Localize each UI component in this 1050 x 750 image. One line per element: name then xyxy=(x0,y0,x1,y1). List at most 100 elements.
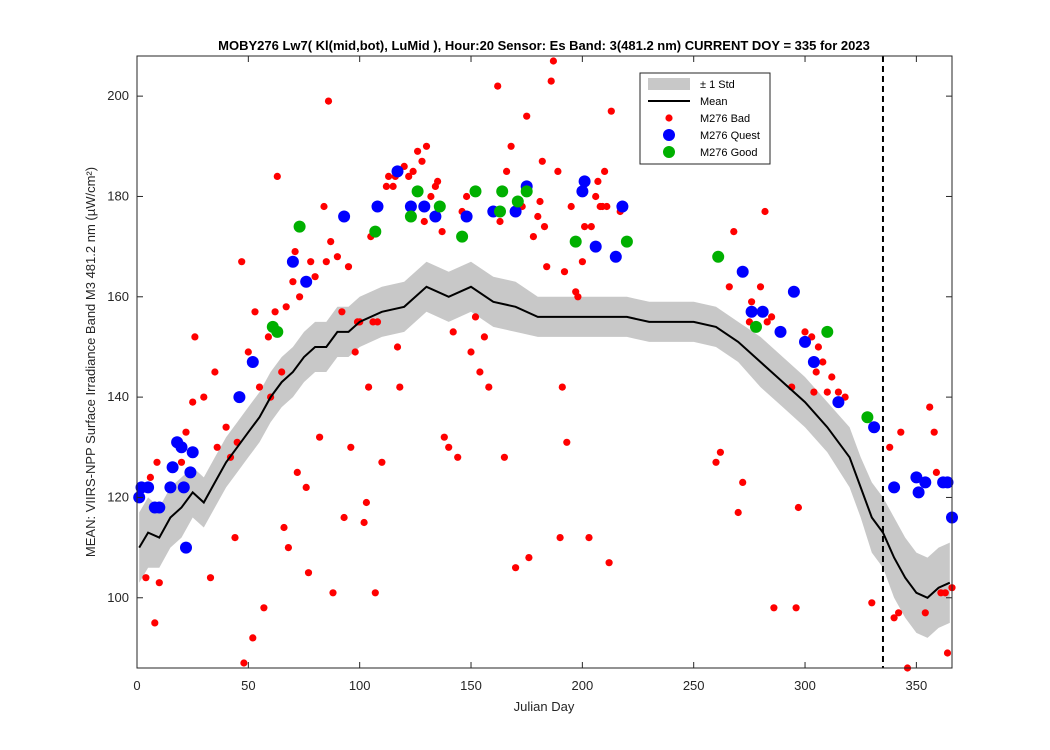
m276-quest-point xyxy=(910,471,923,484)
m276-bad-point xyxy=(770,604,778,612)
m276-bad-point xyxy=(549,57,558,65)
m276-quest-point xyxy=(756,305,769,318)
m276-bad-point xyxy=(496,217,504,226)
m276-quest-point xyxy=(164,481,177,494)
m276-bad-point xyxy=(503,167,511,175)
m276-bad-point xyxy=(249,634,257,642)
m276-bad-point xyxy=(222,423,230,431)
legend-label: ± 1 Std xyxy=(700,79,735,91)
m276-bad-point xyxy=(146,473,154,481)
y-axis-label: MEAN: VIIRS-NPP Surface Irradiance Band … xyxy=(83,167,98,557)
x-tick-label: 0 xyxy=(133,678,140,693)
y-tick-label: 100 xyxy=(107,590,129,605)
m276-bad-point xyxy=(316,433,324,441)
m276-bad-point xyxy=(563,438,571,446)
m276-quest-point xyxy=(578,175,591,188)
m276-bad-point xyxy=(476,368,484,376)
x-tick-label: 350 xyxy=(906,678,928,693)
m276-bad-point xyxy=(365,383,373,391)
m276-bad-point xyxy=(385,172,393,180)
y-tick-label: 160 xyxy=(107,289,129,304)
m276-bad-point xyxy=(716,448,725,456)
m276-quest-point xyxy=(404,200,417,213)
m276-good-point xyxy=(620,235,633,248)
m276-bad-point xyxy=(538,157,546,165)
m276-bad-point xyxy=(801,328,809,336)
m276-bad-point xyxy=(293,468,301,476)
m276-good-point xyxy=(750,320,762,333)
m276-bad-point xyxy=(445,443,453,451)
m276-bad-point xyxy=(567,202,575,211)
m276-bad-point xyxy=(389,182,397,190)
std-band xyxy=(139,261,950,638)
m276-bad-point xyxy=(200,393,208,401)
legend-swatch-1-std xyxy=(648,78,690,90)
m276-bad-point xyxy=(507,142,515,150)
m276-bad-point xyxy=(756,283,765,291)
m276-quest-point xyxy=(300,275,313,288)
m276-bad-point xyxy=(440,433,448,441)
m276-bad-point xyxy=(438,228,446,236)
m276-quest-point xyxy=(787,285,800,298)
m276-bad-point xyxy=(231,534,239,542)
x-tick-label: 250 xyxy=(683,678,705,693)
m276-good-point xyxy=(496,185,509,198)
m276-bad-point xyxy=(712,458,720,466)
m276-bad-point xyxy=(382,182,390,190)
m276-bad-point xyxy=(471,313,480,321)
m276-quest-point xyxy=(745,305,758,318)
m276-bad-point xyxy=(494,82,502,90)
m276-quest-point xyxy=(338,210,351,223)
m276-bad-point xyxy=(420,217,428,226)
m276-quest-point xyxy=(912,486,925,499)
m276-bad-point xyxy=(409,167,417,175)
m276-bad-point xyxy=(897,428,905,436)
m276-quest-point xyxy=(609,250,622,263)
m276-bad-point xyxy=(540,223,549,231)
m276-bad-point xyxy=(560,268,569,276)
m276-quest-point xyxy=(186,446,199,459)
m276-bad-point xyxy=(289,278,297,286)
x-axis-label: Julian Day xyxy=(514,699,575,714)
m276-bad-point xyxy=(449,328,457,336)
m276-bad-point xyxy=(371,589,379,597)
m276-bad-point xyxy=(890,614,898,622)
m276-bad-point xyxy=(344,263,353,271)
m276-bad-point xyxy=(547,77,555,85)
m276-bad-point xyxy=(378,458,386,466)
legend-label: M276 Bad xyxy=(700,113,750,125)
m276-bad-point xyxy=(189,398,197,406)
m276-bad-point xyxy=(794,503,803,512)
m276-quest-point xyxy=(166,461,179,474)
m276-bad-point xyxy=(151,619,159,627)
m276-good-point xyxy=(861,411,874,424)
m276-bad-point xyxy=(814,343,823,351)
m276-quest-point xyxy=(616,200,629,213)
m276-bad-point xyxy=(260,604,268,612)
m276-bad-point xyxy=(594,177,602,185)
m276-bad-point xyxy=(414,147,422,155)
m276-bad-point xyxy=(823,388,831,396)
m276-bad-point xyxy=(327,238,335,246)
m276-bad-point xyxy=(529,233,538,241)
y-tick-label: 200 xyxy=(107,88,129,103)
m276-bad-point xyxy=(333,253,341,261)
m276-bad-point xyxy=(585,534,593,542)
m276-bad-point xyxy=(393,343,402,351)
m276-quest-point xyxy=(868,421,881,434)
m276-bad-point xyxy=(485,383,493,391)
m276-bad-point xyxy=(730,228,738,236)
m276-quest-point xyxy=(142,481,155,494)
m276-bad-point xyxy=(932,468,941,476)
m276-quest-point xyxy=(184,466,197,479)
m276-quest-point xyxy=(509,205,522,218)
m276-bad-point xyxy=(304,569,313,577)
m276-bad-point xyxy=(422,142,431,150)
m276-bad-point xyxy=(373,318,382,326)
m276-bad-point xyxy=(761,207,769,216)
m276-quest-point xyxy=(736,265,749,278)
m276-quest-point xyxy=(941,476,954,489)
y-tick-label: 140 xyxy=(107,389,129,404)
m276-quest-point xyxy=(153,501,166,514)
m276-bad-point xyxy=(322,258,330,266)
